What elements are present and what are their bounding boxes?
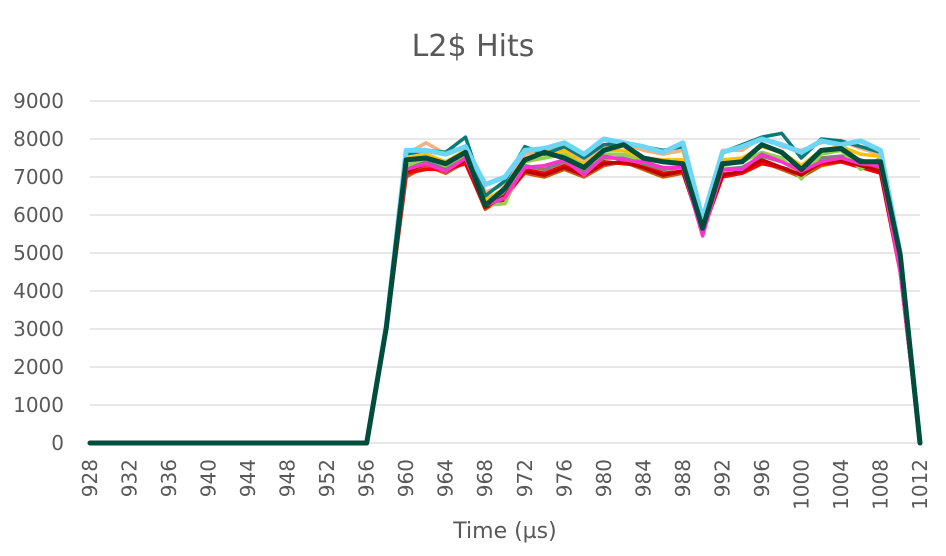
x-tick-label: 940	[197, 459, 221, 497]
x-tick-label: 968	[473, 459, 497, 497]
series-lines	[87, 131, 923, 446]
x-tick-label: 956	[355, 459, 379, 497]
x-tick-label: 972	[513, 459, 537, 497]
x-tick-label: 964	[434, 459, 458, 497]
series-line	[88, 152, 922, 445]
y-tick-label: 1000	[13, 393, 64, 417]
chart-title: L2$ Hits	[412, 29, 535, 64]
y-axis-tick-labels: 0 1000 2000 3000 4000 5000 6000 7000 8000 9000	[13, 89, 64, 455]
x-tick-label: 936	[157, 459, 181, 497]
y-tick-label: 0	[51, 431, 64, 455]
y-tick-label: 5000	[13, 241, 64, 265]
series-line	[87, 142, 923, 446]
y-tick-label: 9000	[13, 89, 64, 113]
y-tick-label: 4000	[13, 279, 64, 303]
x-tick-label: 944	[236, 459, 260, 497]
x-tick-label: 960	[394, 459, 418, 497]
x-tick-label: 980	[592, 459, 616, 497]
x-tick-label: 1008	[868, 459, 892, 510]
x-tick-label: 1000	[789, 459, 813, 510]
y-tick-label: 7000	[13, 165, 64, 189]
y-tick-label: 3000	[13, 317, 64, 341]
x-axis-tick-labels: 928 932 936 940 944 948 952 956 960 964 968 972 976 9…	[78, 459, 932, 510]
x-tick-label: 984	[631, 459, 655, 497]
x-tick-label: 988	[671, 459, 695, 497]
x-tick-label: 976	[552, 459, 576, 497]
gridlines	[90, 100, 920, 444]
x-tick-label: 948	[276, 459, 300, 497]
x-axis-title: Time (µs)	[452, 519, 556, 544]
x-tick-label: 992	[710, 459, 734, 497]
x-tick-label: 928	[78, 459, 102, 497]
series-line	[88, 131, 922, 445]
x-tick-label: 1004	[829, 459, 853, 510]
y-tick-label: 2000	[13, 355, 64, 379]
x-tick-label: 952	[315, 459, 339, 497]
y-tick-label: 6000	[13, 203, 64, 227]
x-tick-label: 996	[750, 459, 774, 497]
y-tick-label: 8000	[13, 127, 64, 151]
x-tick-label: 1012	[908, 459, 932, 510]
x-tick-label: 932	[118, 459, 142, 497]
